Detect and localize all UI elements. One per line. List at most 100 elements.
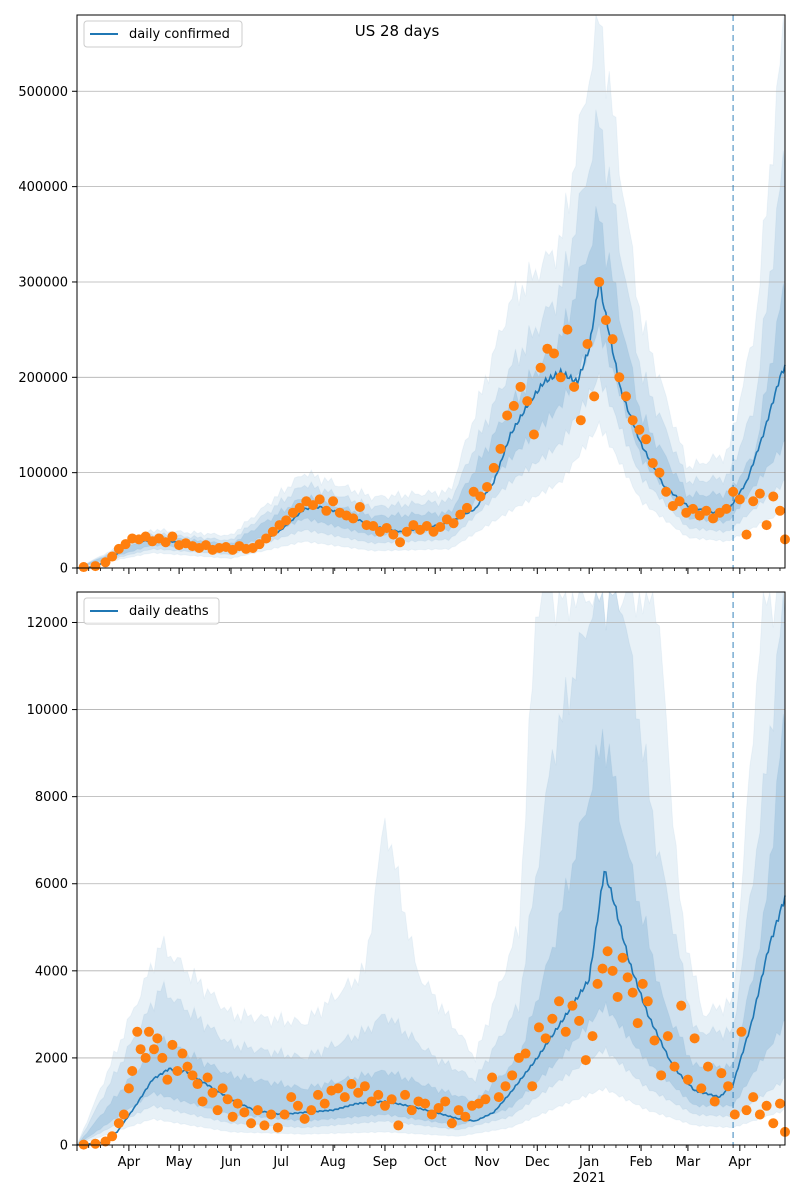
observation-point	[455, 509, 466, 520]
observation-point	[118, 1109, 129, 1120]
observation-point	[379, 1100, 390, 1111]
observation-point	[594, 276, 605, 287]
observation-point	[632, 1018, 643, 1029]
observation-point	[386, 1094, 397, 1105]
y-tick-label: 8000	[35, 790, 68, 805]
observation-point	[507, 1070, 518, 1081]
x-tick-label: Apr	[118, 1155, 141, 1170]
y-tick-label: 200000	[18, 371, 68, 386]
x-year-label: 2021	[573, 1171, 606, 1186]
observation-point	[187, 1070, 198, 1081]
observation-point	[696, 1083, 707, 1094]
observation-point	[132, 1026, 143, 1037]
observation-point	[135, 1044, 146, 1055]
observation-point	[495, 443, 506, 454]
observation-point	[152, 1033, 163, 1044]
confirmed-legend: daily confirmed	[83, 20, 243, 48]
observation-point	[520, 1048, 531, 1059]
observation-point	[575, 415, 586, 426]
observation-point	[281, 515, 292, 526]
observation-point	[554, 996, 565, 1007]
observation-point	[321, 505, 332, 516]
observation-point	[607, 334, 618, 345]
observation-point	[574, 1015, 585, 1026]
observation-point	[448, 518, 459, 529]
confirmed-observations	[78, 276, 790, 573]
observation-point	[729, 1109, 740, 1120]
observation-point	[748, 496, 759, 507]
observation-point	[252, 1105, 263, 1116]
observation-point	[446, 1118, 457, 1129]
observation-point	[261, 533, 272, 544]
observation-point	[120, 539, 131, 550]
observation-point	[656, 1070, 667, 1081]
observation-point	[172, 1065, 183, 1076]
observation-point	[232, 1098, 243, 1109]
observation-point	[148, 1044, 159, 1055]
observation-point	[368, 521, 379, 532]
observation-point	[286, 1092, 297, 1103]
observation-point	[500, 1081, 511, 1092]
observation-point	[647, 458, 658, 469]
observation-point	[641, 434, 652, 445]
observation-point	[354, 501, 365, 512]
observation-point	[761, 1100, 772, 1111]
x-tick-label: Sep	[373, 1155, 398, 1170]
observation-point	[754, 1109, 765, 1120]
observation-point	[569, 381, 580, 392]
observation-point	[622, 972, 633, 983]
observation-point	[634, 424, 645, 435]
observation-point	[143, 1026, 154, 1037]
observation-point	[440, 1096, 451, 1107]
observation-point	[292, 1100, 303, 1111]
axes-frame	[76, 14, 786, 569]
observation-point	[393, 1120, 404, 1131]
observation-point	[649, 1035, 660, 1046]
observation-point	[774, 505, 785, 516]
observation-point	[475, 491, 486, 502]
observation-point	[748, 1092, 759, 1103]
observation-point	[100, 557, 111, 568]
observation-point	[279, 1109, 290, 1120]
observation-point	[761, 520, 772, 531]
x-tick-label: Feb	[630, 1155, 653, 1170]
observation-point	[620, 391, 631, 402]
observation-point	[212, 1105, 223, 1116]
observation-point	[157, 1052, 168, 1063]
x-tick-label: Jan	[578, 1155, 599, 1170]
observation-point	[222, 1094, 233, 1105]
observation-point	[687, 503, 698, 514]
observation-point	[768, 1118, 779, 1129]
x-tick-label: Aug	[320, 1155, 345, 1170]
observation-point	[682, 1074, 693, 1085]
observation-point	[528, 429, 539, 440]
x-tick-label: Jun	[220, 1155, 241, 1170]
observation-point	[728, 486, 739, 497]
observation-point	[547, 1013, 558, 1024]
observation-point	[612, 991, 623, 1002]
observation-point	[421, 521, 432, 532]
observation-point	[406, 1105, 417, 1116]
observation-point	[627, 415, 638, 426]
observation-point	[401, 526, 412, 537]
observation-point	[535, 362, 546, 373]
observation-point	[580, 1055, 591, 1066]
observation-point	[78, 562, 89, 573]
legend-label: daily deaths	[129, 604, 209, 619]
observation-point	[400, 1089, 411, 1100]
observation-point	[508, 400, 519, 411]
observation-point	[373, 1089, 384, 1100]
observation-point	[689, 1033, 700, 1044]
observation-point	[723, 1081, 734, 1092]
legend-box	[83, 597, 220, 625]
observation-point	[348, 513, 359, 524]
observation-point	[346, 1079, 357, 1090]
y-tick-label: 6000	[35, 877, 68, 892]
observation-point	[182, 1061, 193, 1072]
observation-point	[502, 410, 513, 421]
observation-point	[567, 1000, 578, 1011]
confirmed-axes: 0 100000 200000 300000 400000 500000	[18, 14, 786, 577]
x-tick-label: Jul	[272, 1155, 289, 1170]
observation-point	[314, 494, 325, 505]
